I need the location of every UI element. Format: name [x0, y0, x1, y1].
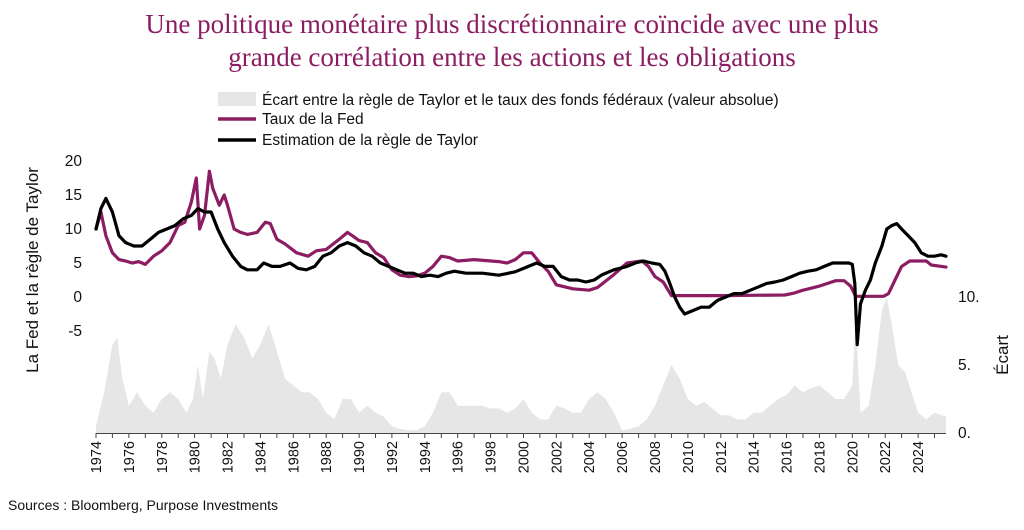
x-tick-label: 2020 — [845, 441, 861, 473]
chart-title-line-1: Une politique monétaire plus discrétionn… — [145, 9, 879, 39]
y-tick-label: 5 — [73, 255, 82, 272]
x-tick-label: 1982 — [221, 441, 237, 473]
x-tick-label: 1976 — [122, 441, 138, 473]
chart-title-line-2: grande corrélation entre les actions et … — [228, 42, 796, 72]
y2-tick-label: 0. — [958, 425, 971, 442]
x-tick-label: 2006 — [615, 441, 631, 473]
x-tick-label: 1988 — [319, 441, 335, 473]
x-tick-label: 1986 — [286, 441, 302, 473]
y-tick-label: 20 — [65, 153, 83, 170]
legend-swatch-gap — [218, 92, 256, 106]
x-tick-label: 1980 — [188, 441, 204, 473]
x-tick-label: 2024 — [911, 441, 927, 473]
x-tick-label: 1998 — [484, 441, 500, 473]
x-tick-label: 1990 — [352, 441, 368, 473]
y-tick-label: 0 — [73, 289, 82, 306]
series-fed-rate-line — [94, 169, 948, 298]
x-tick-label: 1974 — [89, 441, 105, 473]
x-tick-label: 1996 — [451, 441, 467, 473]
series-gap-area — [96, 297, 946, 433]
x-tick-label: 2002 — [549, 441, 565, 473]
legend-label-gap: Écart entre la règle de Taylor et le tau… — [262, 92, 779, 109]
lines-layer — [94, 169, 948, 347]
y2-tick-label: 5. — [958, 357, 971, 374]
y-axis-label: La Fed et la règle de Taylor — [23, 167, 42, 373]
x-tick-label: 2022 — [878, 441, 894, 473]
x-tick-label: 2004 — [582, 441, 598, 473]
gap-area-layer — [96, 297, 946, 433]
series-taylor-rule-line — [94, 196, 948, 347]
x-tick-label: 1992 — [385, 441, 401, 473]
axis-layer: 20 15 10 5 0 -5 10. 5. 0. 1974 1976 1978 1980 1982 198… — [65, 153, 980, 473]
source-note: Sources : Bloomberg, Purpose Investments — [8, 497, 279, 513]
y2-tick-label: 10. — [958, 289, 980, 306]
x-tick-label: 2008 — [648, 441, 664, 473]
y-tick-label: -5 — [68, 323, 82, 340]
x-tick-label: 1978 — [155, 441, 171, 473]
x-tick-label: 1984 — [253, 441, 269, 473]
x-tick-label: 2014 — [747, 441, 763, 473]
x-tick-label: 2016 — [780, 441, 796, 473]
y2-axis-label: Écart — [993, 335, 1012, 375]
y-tick-label: 10 — [65, 221, 83, 238]
x-tick-label: 2012 — [714, 441, 730, 473]
y-tick-label: 15 — [65, 187, 82, 204]
x-tick-label: 2018 — [812, 441, 828, 473]
x-tick-label: 2000 — [517, 441, 533, 473]
x-tick-label: 1994 — [418, 441, 434, 473]
legend-label-fed: Taux de la Fed — [262, 111, 364, 128]
x-tick-label: 2010 — [681, 441, 697, 473]
legend-label-taylor: Estimation de la règle de Taylor — [262, 132, 478, 149]
legend: Écart entre la règle de Taylor et le tau… — [218, 92, 779, 149]
chart-title: Une politique monétaire plus discrétionn… — [0, 8, 1024, 74]
